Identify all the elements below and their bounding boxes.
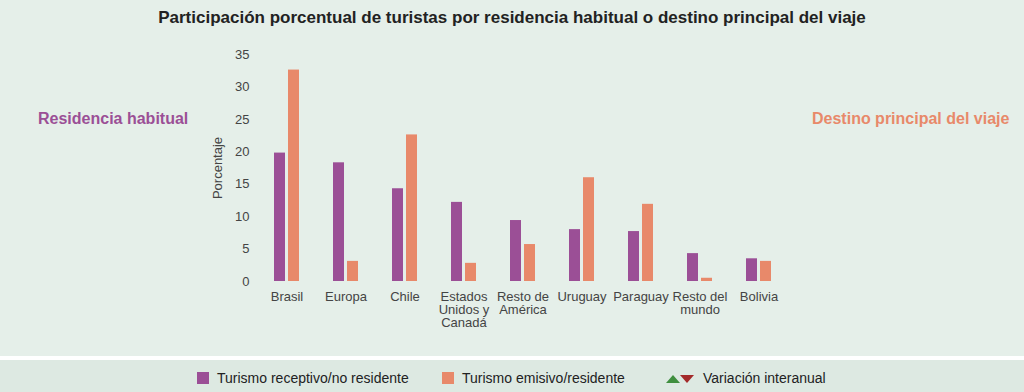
svg-text:25: 25 [235,112,249,127]
html-text:Destino principal del viaje: Destino principal del viaje [812,110,1010,127]
svg-text:15: 15 [235,176,249,191]
svg-text:Porcentaje: Porcentaje [210,137,225,199]
svg-text:Bolivia: Bolivia [740,289,779,304]
svg-text:30: 30 [235,79,249,94]
svg-text:0: 0 [242,274,249,289]
html-text:Turismo receptivo/no residente: Turismo receptivo/no residente [217,370,409,386]
html-text:Participación porcentual de tu: Participación porcentual de turistas por… [158,8,866,27]
svg-text:35: 35 [235,47,249,62]
html-text:Turismo emisivo/residente: Turismo emisivo/residente [462,370,625,386]
svg-text:Brasil: Brasil [271,289,304,304]
svg-text:Resto delmundo: Resto delmundo [673,289,728,317]
svg-text:Uruguay: Uruguay [557,289,607,304]
svg-text:Resto deAmérica: Resto deAmérica [497,289,549,317]
svg-text:10: 10 [235,209,249,224]
html-text:Variación interanual: Variación interanual [703,370,826,386]
svg-text:Paraguay: Paraguay [613,289,669,304]
svg-text:5: 5 [242,241,249,256]
svg-text:20: 20 [235,144,249,159]
svg-text:Chile: Chile [390,289,420,304]
svg-text:Europa: Europa [325,289,368,304]
html-text:Residencia habitual: Residencia habitual [38,110,189,127]
svg-text:EstadosUnidos yCanadá: EstadosUnidos yCanadá [439,289,490,330]
